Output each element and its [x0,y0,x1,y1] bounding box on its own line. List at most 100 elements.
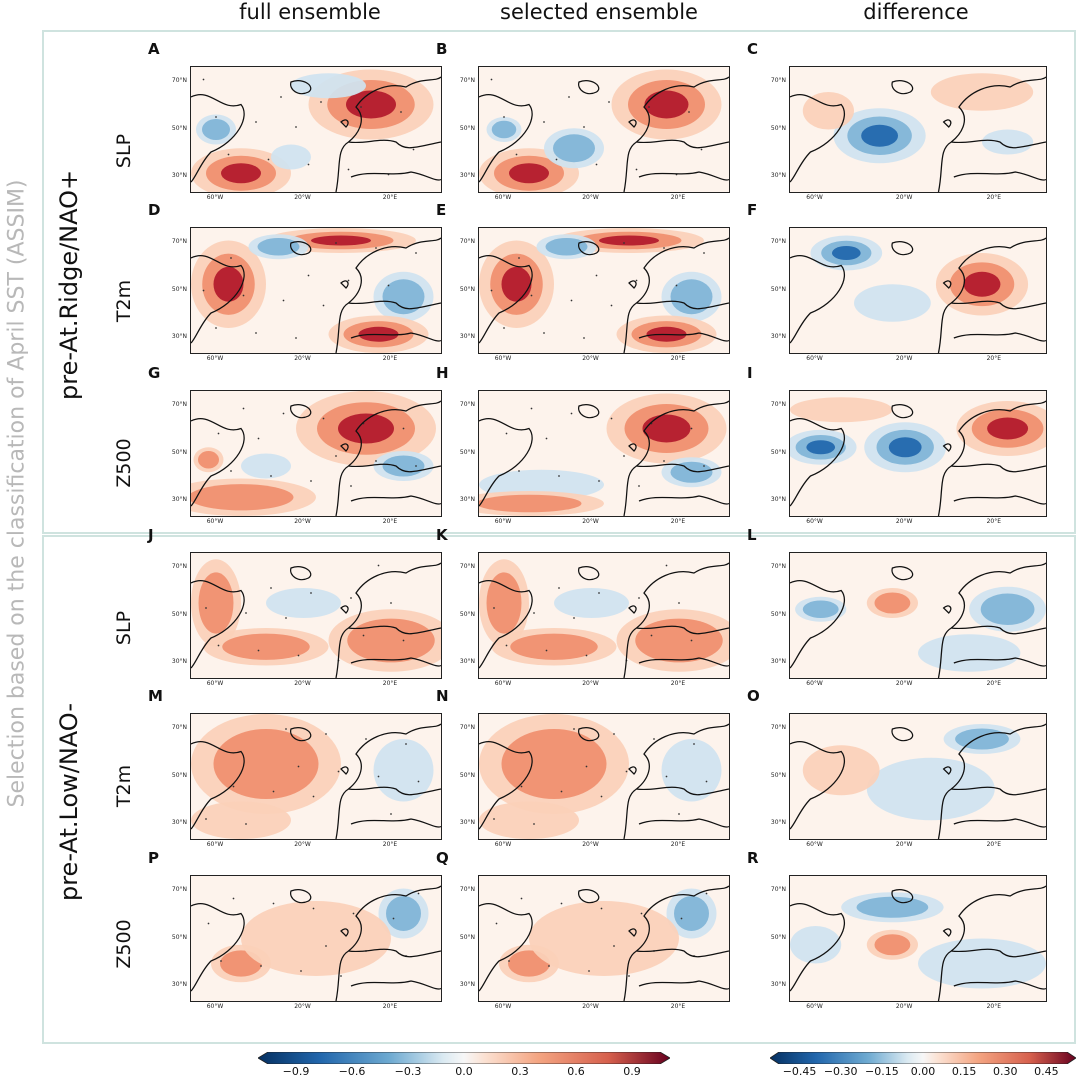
colorbar-right-graphic [769,1051,1077,1065]
lon-label: 60°W [494,355,512,362]
row-label-t2m-2: T2m [113,764,135,808]
lat-label: 50°N [770,448,786,456]
lat-label: 70°N [770,238,786,245]
panel-letter-c: C [747,40,759,58]
lat-label: 30°N [171,981,187,988]
lon-label: 20°W [294,518,311,525]
lon-label: 60°W [206,841,224,848]
lat-label: 70°N [171,238,187,245]
map-panel-a [190,66,442,193]
row-label-slp-1: SLP [113,133,135,169]
panel-letter-a: A [148,40,160,58]
map-panel-f [789,227,1047,354]
lat-label: 70°N [770,77,786,84]
lat-label: 50°N [770,933,786,941]
map-field [191,228,441,353]
lon-label: 60°W [806,680,823,687]
lat-label: 30°N [171,172,187,179]
panel-letter-i: I [747,364,753,382]
panel-letter-m: M [148,687,163,705]
lon-label: 20°W [895,680,913,687]
map-field [790,391,1046,516]
lon-label: 20°W [895,841,913,848]
lat-label: 30°N [459,819,475,826]
map-panel-g [190,390,442,517]
panel-letter-l: L [747,526,757,544]
colorbar-tick: 0.9 [623,1065,641,1078]
lon-label: 60°W [206,680,224,687]
map-field [191,714,441,839]
map-field [191,553,441,678]
map-panel-k [478,552,730,679]
row-label-t2m-1: T2m [113,279,135,323]
lat-label: 50°N [171,448,187,456]
map-panel-m [190,713,442,840]
map-panel-p [190,875,442,1002]
panel-letter-n: N [436,687,449,705]
map-field [790,714,1046,839]
panel-letter-o: O [747,687,760,705]
lon-label: 20°E [382,518,398,525]
colorbar-tick: 0.30 [993,1065,1018,1078]
colorbar-left [257,1049,671,1065]
panel-letter-k: K [436,526,448,544]
lat-label: 70°N [459,77,475,84]
column-header-full: full ensemble [239,0,381,24]
panel-letter-j: J [148,526,154,544]
panel-letter-p: P [148,849,159,867]
colorbar-tick: −0.9 [282,1065,310,1078]
lat-label: 70°N [171,401,187,408]
lat-label: 50°N [171,933,187,941]
lat-label: 70°N [770,886,786,893]
lat-label: 30°N [459,658,475,665]
row-label-z500-1: Z500 [113,438,135,488]
lat-label: 50°N [459,124,475,132]
lon-label: 20°E [986,680,1002,687]
lat-label: 30°N [770,496,786,503]
lon-label: 20°W [582,680,599,687]
colorbar-tick: −0.45 [782,1065,817,1078]
lon-label: 20°W [895,518,913,525]
panel-letter-d: D [148,201,161,219]
lat-label: 70°N [171,886,187,893]
map-panel-i [789,390,1047,517]
map-field [479,391,729,516]
lat-label: 30°N [171,333,187,340]
row-label-z500-2: Z500 [113,919,135,969]
map-field [790,228,1046,353]
lat-label: 30°N [770,172,786,179]
lon-label: 60°W [206,355,224,362]
lat-label: 50°N [770,285,786,293]
lon-label: 20°E [670,194,686,201]
lat-label: 50°N [459,933,475,941]
map-panel-o [789,713,1047,840]
panel-letter-b: B [436,40,448,58]
colorbar-tick: 0.6 [567,1065,585,1078]
lon-label: 20°W [895,355,913,362]
lat-label: 50°N [171,610,187,618]
lat-label: 50°N [459,285,475,293]
lon-label: 20°E [986,194,1002,201]
outer-label: Selection based on the classification of… [4,179,30,808]
lon-label: 20°W [582,194,599,201]
lat-label: 70°N [459,238,475,245]
colorbar-tick: 0.15 [951,1065,977,1078]
map-field [191,391,441,516]
lon-label: 20°E [382,680,398,687]
lat-label: 50°N [770,610,786,618]
map-field [790,876,1046,1001]
panel-letter-q: Q [436,849,449,867]
colorbar-tick: −0.15 [864,1065,899,1078]
lat-label: 50°N [171,124,187,132]
lon-label: 20°W [582,355,599,362]
lon-label: 20°W [582,841,599,848]
map-field [790,553,1046,678]
lat-label: 70°N [171,563,187,570]
lon-label: 20°E [986,355,1002,362]
lat-label: 30°N [770,981,786,988]
lat-label: 30°N [459,981,475,988]
group-frame-nao-plus [42,30,1076,534]
lon-label: 20°E [670,680,686,687]
lat-label: 30°N [171,658,187,665]
panel-letter-h: H [436,364,449,382]
